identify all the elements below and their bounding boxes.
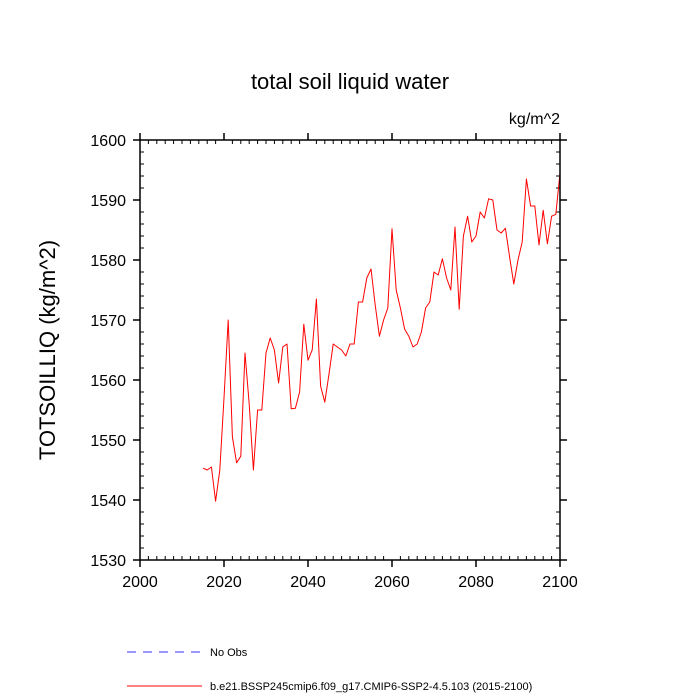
y-tick-label: 1530 xyxy=(90,553,126,570)
legend: No Obs b.e21.BSSP245cmip6.f09_g17.CMIP6-… xyxy=(127,647,532,693)
x-tick-label: 2100 xyxy=(542,574,578,591)
legend-label-no-obs: No Obs xyxy=(210,647,248,659)
y-axis-label: TOTSOILLIQ (kg/m^2) xyxy=(35,240,60,460)
series-lines xyxy=(202,172,561,502)
y-tick-label: 1580 xyxy=(90,253,126,270)
chart-title: total soil liquid water xyxy=(251,69,449,94)
x-tick-label: 2020 xyxy=(206,574,242,591)
x-tick-label: 2040 xyxy=(290,574,326,591)
axis-tick-labels: 2000 2020 2040 2060 2080 2100 1530 1540 1550 1560… xyxy=(90,133,577,591)
y-tick-label: 1600 xyxy=(90,133,126,150)
axis-ticks xyxy=(133,133,567,567)
x-tick-label: 2080 xyxy=(458,574,494,591)
y-tick-label: 1550 xyxy=(90,433,126,450)
legend-label-model: b.e21.BSSP245cmip6.f09_g17.CMIP6-SSP2-4.… xyxy=(210,681,532,693)
y-tick-label: 1560 xyxy=(90,373,126,390)
series-line-0 xyxy=(202,172,561,502)
x-tick-label: 2060 xyxy=(374,574,410,591)
x-tick-label: 2000 xyxy=(122,574,158,591)
y-tick-label: 1540 xyxy=(90,493,126,510)
y-tick-label: 1570 xyxy=(90,313,126,330)
plot-frame xyxy=(139,139,561,561)
units-label: kg/m^2 xyxy=(509,111,560,128)
y-tick-label: 1590 xyxy=(90,193,126,210)
